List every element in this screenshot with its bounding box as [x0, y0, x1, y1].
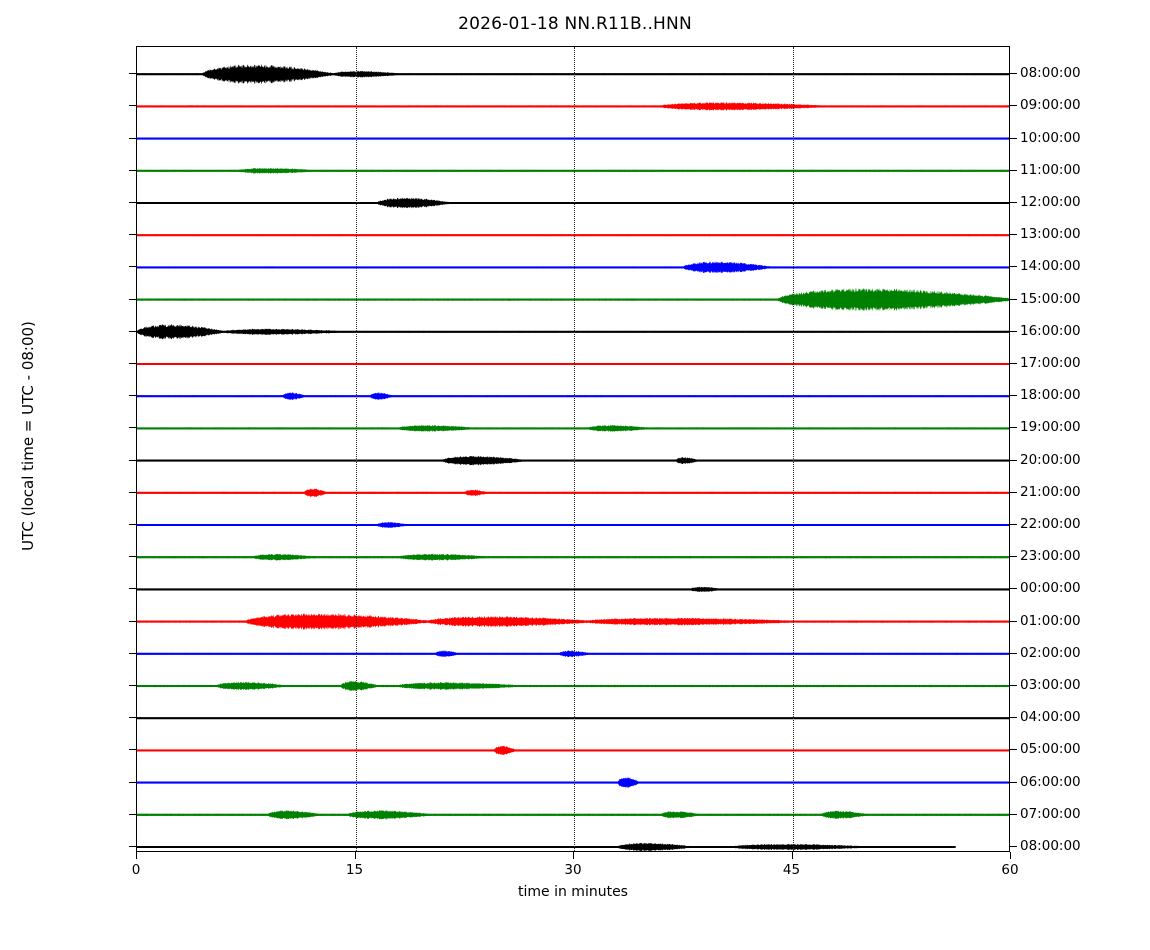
y-axis-tick-right — [1010, 652, 1017, 654]
x-axis-tick — [791, 852, 793, 859]
y-axis-tick-label-right: 11:00:00 — [1020, 161, 1081, 178]
y-axis-tick-right — [1010, 846, 1017, 847]
x-axis-tick-label: 15 — [345, 862, 364, 878]
y-axis-tick-label-right: 02:00:00 — [1020, 644, 1081, 661]
y-axis-tick-right — [1010, 298, 1017, 300]
y-axis-tick-label-right: 14:00:00 — [1020, 258, 1081, 275]
y-axis-tick-left — [129, 73, 136, 75]
y-axis-tick-right — [1010, 427, 1017, 429]
y-axis-tick-right — [1010, 169, 1017, 171]
x-axis-tick-label: 60 — [1001, 862, 1019, 878]
y-axis-tick-right — [1010, 813, 1017, 815]
y-axis-tick-label-right: 18:00:00 — [1020, 387, 1081, 404]
y-axis-tick-label-right: 06:00:00 — [1020, 773, 1081, 790]
y-axis-tick-left — [129, 620, 136, 622]
y-axis-tick-left — [129, 813, 136, 815]
y-axis-tick-label-right: 04:00:00 — [1020, 709, 1081, 726]
y-axis-tick-label-right: 17:00:00 — [1020, 355, 1081, 371]
y-axis-tick-right — [1010, 685, 1017, 686]
y-axis-tick-left — [129, 298, 136, 300]
x-axis-tick — [1010, 852, 1011, 859]
y-axis-tick-left — [129, 459, 136, 461]
y-axis-tick-label-right: 19:00:00 — [1020, 419, 1081, 436]
y-axis-tick-label-right: 22:00:00 — [1020, 516, 1081, 532]
y-axis-tick-right — [1010, 266, 1017, 268]
plot-area — [136, 46, 1010, 852]
y-axis-tick-left — [129, 105, 136, 107]
y-axis-tick-left — [129, 556, 136, 558]
y-axis-tick-label-right: 10:00:00 — [1020, 129, 1081, 146]
y-axis-tick-label-right: 01:00:00 — [1020, 612, 1081, 629]
y-axis-tick-left — [129, 652, 136, 654]
y-axis-tick-label-right: 21:00:00 — [1020, 483, 1081, 500]
y-axis-tick-left — [129, 395, 136, 397]
y-axis-tick-right — [1010, 556, 1017, 558]
y-axis-tick-right — [1010, 781, 1017, 783]
x-axis-tick-label: 0 — [131, 862, 141, 878]
y-axis-tick-left — [129, 685, 136, 686]
y-axis-tick-left — [129, 137, 136, 139]
y-axis-tick-right — [1010, 717, 1017, 719]
y-axis-tick-right — [1010, 620, 1017, 622]
y-axis-tick-left — [129, 169, 136, 171]
y-axis-tick-left — [129, 202, 136, 203]
y-axis-tick-label-right: 20:00:00 — [1020, 451, 1081, 468]
y-axis-tick-right — [1010, 137, 1017, 139]
grid-line-vertical — [574, 47, 575, 851]
y-axis-tick-label-right: 08:00:00 — [1020, 65, 1081, 82]
y-axis-tick-label-right: 16:00:00 — [1020, 322, 1081, 339]
y-axis-tick-left — [129, 781, 136, 783]
y-axis-tick-label-right: 15:00:00 — [1020, 290, 1081, 307]
y-axis-tick-right — [1010, 524, 1017, 525]
y-axis-tick-label-right: 09:00:00 — [1020, 97, 1081, 114]
x-axis-tick-label: 45 — [782, 862, 801, 878]
grid-line-vertical — [355, 47, 357, 851]
y-axis-tick-label-right: 03:00:00 — [1020, 677, 1081, 693]
x-axis-label: time in minutes — [518, 884, 628, 900]
y-axis-tick-left — [129, 234, 136, 236]
page-title: 2026-01-18 NN.R11B..HNN — [458, 14, 692, 34]
y-axis-tick-left — [129, 749, 136, 751]
x-axis-tick — [573, 852, 574, 859]
y-axis-tick-label-right: 23:00:00 — [1020, 548, 1081, 565]
y-axis-tick-right — [1010, 459, 1017, 461]
y-axis-tick-left — [129, 524, 136, 525]
y-axis-tick-right — [1010, 588, 1017, 590]
y-axis-tick-left — [129, 266, 136, 268]
y-axis-tick-right — [1010, 395, 1017, 397]
y-axis-tick-left — [129, 588, 136, 590]
x-axis-tick — [354, 852, 356, 859]
y-axis-tick-left — [129, 330, 136, 332]
y-axis-tick-right — [1010, 749, 1017, 751]
y-axis-tick-left — [129, 427, 136, 429]
y-axis-tick-label-right: 12:00:00 — [1020, 194, 1081, 210]
y-axis-tick-right — [1010, 105, 1017, 107]
y-axis-tick-right — [1010, 234, 1017, 236]
y-axis-tick-label-right: 07:00:00 — [1020, 805, 1081, 822]
y-axis-tick-left — [129, 846, 136, 847]
y-axis-label: UTC (local time = UTC - 08:00) — [19, 321, 37, 551]
y-axis-tick-label-right: 13:00:00 — [1020, 226, 1081, 243]
y-axis-tick-label-right: 05:00:00 — [1020, 741, 1081, 758]
y-axis-tick-right — [1010, 491, 1017, 493]
y-axis-tick-left — [129, 491, 136, 493]
y-axis-tick-right — [1010, 330, 1017, 332]
grid-line-vertical — [792, 47, 794, 851]
y-axis-tick-right — [1010, 202, 1017, 203]
x-axis-tick — [136, 852, 137, 859]
y-axis-tick-label-right: 00:00:00 — [1020, 580, 1081, 597]
x-axis-tick-label: 30 — [564, 862, 582, 878]
y-axis-tick-right — [1010, 73, 1017, 75]
y-axis-tick-right — [1010, 363, 1017, 364]
y-axis-tick-left — [129, 363, 136, 364]
y-axis-tick-label-right: 08:00:00 — [1020, 838, 1081, 854]
y-axis-tick-left — [129, 717, 136, 719]
